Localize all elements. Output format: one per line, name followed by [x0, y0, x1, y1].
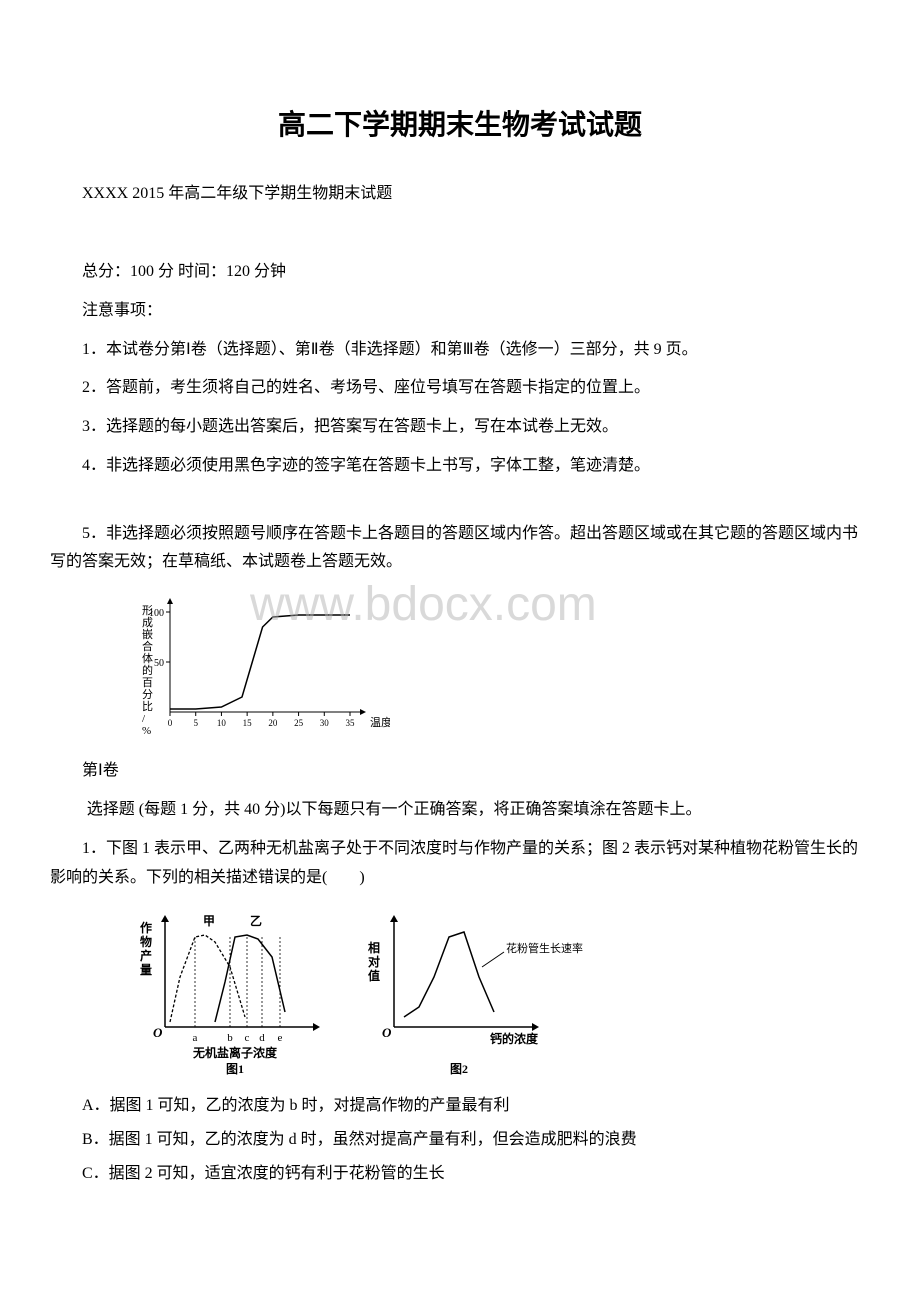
svg-text:O: O — [382, 1025, 392, 1040]
svg-text:20: 20 — [268, 718, 278, 728]
subtitle: XXXX 2015 年高二年级下学期生物期末试题 — [50, 180, 870, 209]
svg-text:e: e — [278, 1032, 283, 1044]
svg-text:甲: 甲 — [203, 914, 215, 928]
notice-3: 3．选择题的每小题选出答案后，把答案写在答题卡上，写在本试卷上无效。 — [50, 413, 870, 442]
svg-text:值: 值 — [368, 968, 380, 983]
svg-text:作: 作 — [140, 920, 152, 935]
svg-text:15: 15 — [243, 718, 253, 728]
svg-text:体: 体 — [142, 651, 153, 665]
svg-text:图2: 图2 — [450, 1062, 468, 1076]
notice-header: 注意事项： — [50, 297, 870, 326]
notice-1: 1．本试卷分第Ⅰ卷（选择题）、第Ⅱ卷（非选择题）和第Ⅲ卷（选修一）三部分，共 9… — [50, 336, 870, 365]
score-time: 总分：100 分 时间：120 分钟 — [50, 258, 870, 287]
svg-text:无机盐离子浓度: 无机盐离子浓度 — [192, 1045, 278, 1060]
svg-text:%: % — [142, 725, 151, 737]
notice-2: 2．答题前，考生须将自己的姓名、考场号、座位号填写在答题卡指定的位置上。 — [50, 374, 870, 403]
chart-2a: 作物产量 Oa bcd e无机盐离子浓度图1 甲 乙 — [130, 907, 330, 1077]
svg-text:花粉管生长速率: 花粉管生长速率 — [506, 941, 583, 955]
svg-text:比: 比 — [142, 700, 153, 713]
svg-text:O: O — [153, 1025, 163, 1040]
svg-text:30: 30 — [320, 718, 330, 728]
svg-text:a: a — [193, 1032, 198, 1044]
document-title: 高二下学期期末生物考试试题 — [50, 100, 870, 150]
question-1-text: 1．下图 1 表示甲、乙两种无机盐离子处于不同浓度时与作物产量的关系；图 2 表… — [50, 835, 870, 893]
svg-text:产: 产 — [140, 948, 152, 963]
svg-text:25: 25 — [294, 718, 304, 728]
section-1-label: 第Ⅰ卷 — [50, 757, 870, 786]
option-a: A．据图 1 可知，乙的浓度为 b 时，对提高作物的产量最有利 — [50, 1092, 870, 1121]
svg-text:/: / — [142, 713, 146, 725]
svg-text:5: 5 — [193, 718, 198, 728]
svg-text:的: 的 — [142, 663, 153, 677]
svg-text:10: 10 — [217, 718, 227, 728]
svg-text:相: 相 — [368, 940, 380, 955]
svg-text:嵌: 嵌 — [142, 628, 153, 641]
notice-5: 5．非选择题必须按照题号顺序在答题卡上各题目的答题区域内作答。超出答题区域或在其… — [50, 520, 870, 578]
option-b: B．据图 1 可知，乙的浓度为 d 时，虽然对提高产量有利，但会造成肥料的浪费 — [50, 1126, 870, 1155]
svg-text:c: c — [245, 1032, 250, 1044]
svg-text:d: d — [259, 1032, 265, 1044]
svg-text:量: 量 — [140, 963, 152, 977]
svg-text:50: 50 — [154, 658, 164, 669]
svg-text:100: 100 — [149, 608, 164, 619]
svg-text:温度/℃: 温度/℃ — [370, 715, 390, 729]
svg-text:对: 对 — [368, 954, 380, 969]
svg-text:百: 百 — [142, 677, 153, 689]
svg-text:图1: 图1 — [226, 1062, 244, 1076]
svg-text:0: 0 — [168, 718, 173, 728]
svg-text:分: 分 — [142, 688, 153, 701]
chart-1: 形成嵌合体的百分比/%5010005101520253035温度/℃ — [130, 592, 390, 742]
chart-2b: 相对值 O 钙的浓度图2 花粉管生长速率 — [354, 907, 594, 1077]
svg-text:b: b — [227, 1032, 233, 1044]
notice-4: 4．非选择题必须使用黑色字迹的签字笔在答题卡上书写，字体工整，笔迹清楚。 — [50, 452, 870, 481]
option-c: C．据图 2 可知，适宜浓度的钙有利于花粉管的生长 — [50, 1160, 870, 1189]
svg-text:35: 35 — [346, 718, 356, 728]
svg-text:钙的浓度: 钙的浓度 — [490, 1031, 539, 1046]
svg-text:乙: 乙 — [250, 914, 262, 928]
section-1-instruction: 选择题 (每题 1 分，共 40 分)以下每题只有一个正确答案，将正确答案填涂在… — [50, 796, 870, 825]
svg-text:物: 物 — [140, 934, 152, 949]
svg-text:合: 合 — [142, 639, 153, 653]
